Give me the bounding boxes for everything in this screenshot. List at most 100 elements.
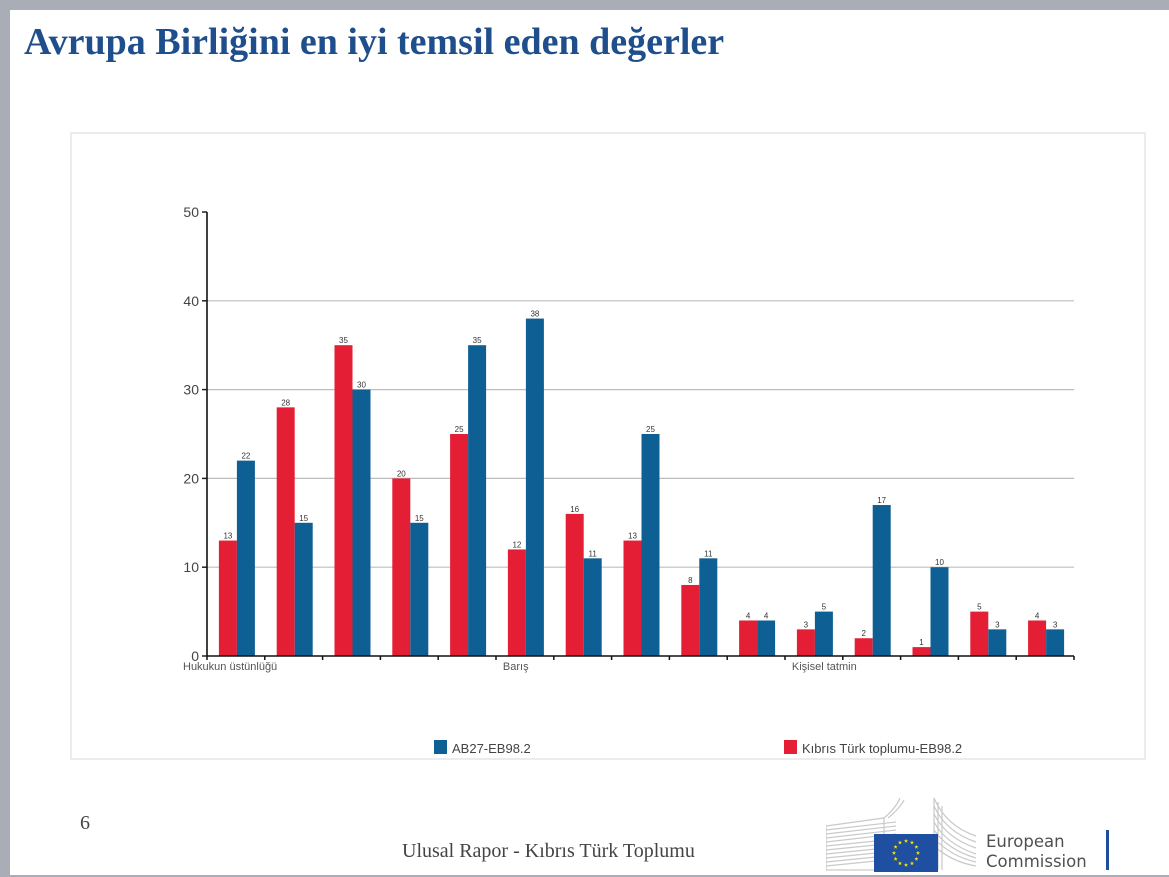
data-label: 11 xyxy=(589,549,598,558)
bar-kibris-turk xyxy=(1028,620,1047,656)
star-icon xyxy=(909,840,915,845)
y-tick-label: 50 xyxy=(183,204,199,220)
star-icon xyxy=(914,844,919,849)
bar-ab27 xyxy=(641,434,660,656)
y-tick-labels: 0 10 20 30 40 50 xyxy=(183,204,199,664)
bar-ab27 xyxy=(410,522,429,656)
bar-ab27 xyxy=(814,611,833,656)
star-icon xyxy=(903,838,909,843)
data-label: 38 xyxy=(530,310,539,319)
page-number: 6 xyxy=(80,812,90,834)
y-tick-label: 10 xyxy=(183,559,199,575)
slide-title: Avrupa Birliğini en iyi temsil eden değe… xyxy=(24,21,725,63)
x-category-labels: Hukukun üstünlüğü Barış Kişisel tatmin xyxy=(183,661,857,673)
data-label: 35 xyxy=(473,336,482,345)
bar-ab27 xyxy=(468,345,487,656)
star-icon xyxy=(891,850,897,855)
bar-kibris-turk xyxy=(912,647,931,656)
data-label: 4 xyxy=(764,611,769,620)
y-tick-label: 40 xyxy=(183,293,199,309)
bar-ab27 xyxy=(988,629,1007,656)
bar-ab27 xyxy=(294,522,313,656)
star-icon xyxy=(893,844,898,849)
bar-ab27 xyxy=(872,505,891,656)
chart-panel: 13 22 28 15 35 30 20 15 25 35 12 38 16 11 13 25 8 11 4 4 3 5 2… xyxy=(70,132,1146,760)
data-label: 17 xyxy=(877,496,886,505)
bar-ab27 xyxy=(1046,629,1065,656)
european-commission-logo xyxy=(826,797,977,872)
data-label: 13 xyxy=(223,532,232,541)
star-icon xyxy=(915,850,921,855)
ec-logo-line1: European xyxy=(986,832,1065,851)
bar-ab27 xyxy=(583,558,602,656)
star-icon xyxy=(893,856,898,861)
bar-ab27 xyxy=(525,318,544,656)
star-icon xyxy=(897,861,903,866)
data-label: 5 xyxy=(822,603,827,612)
eu-stars-icon xyxy=(891,838,921,867)
bar-kibris-turk xyxy=(796,629,815,656)
data-label: 3 xyxy=(804,620,809,629)
legend-label: AB27-EB98.2 xyxy=(452,741,531,756)
ec-logo-divider xyxy=(1106,830,1109,870)
data-label: 20 xyxy=(397,469,406,478)
data-label: 3 xyxy=(1053,620,1058,629)
bar-kibris-turk xyxy=(450,434,469,656)
bar-ab27 xyxy=(757,620,776,656)
data-label: 15 xyxy=(415,514,424,523)
data-label: 22 xyxy=(241,452,250,461)
bar-kibris-turk xyxy=(739,620,758,656)
ec-logo-line2: Commission xyxy=(986,852,1087,871)
data-label: 4 xyxy=(746,611,751,620)
star-icon xyxy=(909,861,915,866)
legend-label: Kıbrıs Türk toplumu-EB98.2 xyxy=(802,741,962,756)
bar-ab27 xyxy=(699,558,718,656)
data-label: 16 xyxy=(570,505,579,514)
bar-kibris-turk xyxy=(276,407,295,656)
data-label: 12 xyxy=(512,540,521,549)
axes xyxy=(202,211,1075,660)
data-label: 11 xyxy=(704,549,713,558)
x-category-label: Hukukun üstünlüğü xyxy=(183,661,277,673)
star-icon xyxy=(897,840,903,845)
legend-swatch xyxy=(434,740,447,754)
legend: AB27-EB98.2 Kıbrıs Türk toplumu-EB98.2 xyxy=(434,740,962,756)
bar-kibris-turk xyxy=(507,549,526,656)
bar-kibris-turk xyxy=(623,540,642,656)
bar-kibris-turk xyxy=(970,611,989,656)
y-tick-label: 0 xyxy=(191,648,199,664)
bar-kibris-turk xyxy=(334,345,353,656)
bar-kibris-turk xyxy=(565,513,584,656)
x-category-label: Kişisel tatmin xyxy=(792,661,857,673)
data-label: 13 xyxy=(628,532,637,541)
star-icon xyxy=(903,862,909,867)
bars xyxy=(218,318,1065,656)
footer-text: Ulusal Rapor - Kıbrıs Türk Toplumu xyxy=(402,840,695,862)
bar-kibris-turk xyxy=(681,584,700,656)
star-icon xyxy=(914,856,919,861)
data-label: 25 xyxy=(646,425,655,434)
bar-ab27 xyxy=(930,567,949,656)
data-label: 25 xyxy=(455,425,464,434)
bar-ab27 xyxy=(352,389,371,656)
bar-ab27 xyxy=(236,460,255,656)
data-label: 5 xyxy=(977,603,982,612)
legend-swatch xyxy=(784,740,797,754)
slide: Avrupa Birliğini en iyi temsil eden değe… xyxy=(10,10,1169,875)
data-label: 1 xyxy=(919,638,924,647)
bar-kibris-turk xyxy=(854,638,873,656)
data-label: 4 xyxy=(1035,611,1040,620)
bar-kibris-turk xyxy=(218,540,237,656)
data-label: 8 xyxy=(688,576,693,585)
data-label: 30 xyxy=(357,381,366,390)
data-label: 35 xyxy=(339,336,348,345)
y-tick-label: 30 xyxy=(183,382,199,398)
data-label: 10 xyxy=(935,558,944,567)
data-label: 2 xyxy=(861,629,866,638)
data-label: 3 xyxy=(995,620,1000,629)
data-label: 28 xyxy=(281,398,290,407)
y-tick-label: 20 xyxy=(183,470,199,486)
data-label: 15 xyxy=(299,514,308,523)
